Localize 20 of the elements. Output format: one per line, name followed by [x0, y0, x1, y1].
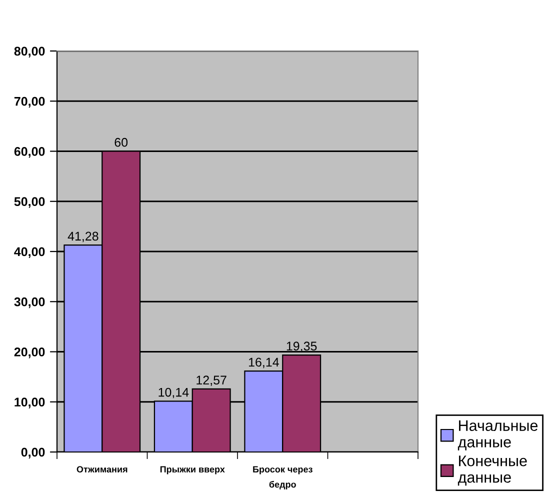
data-label: 16,14: [248, 358, 279, 368]
data-label: 12,57: [196, 376, 226, 386]
x-tick-label: Отжимания: [76, 466, 128, 473]
y-tick-label: 70,00: [14, 96, 45, 108]
y-tick-label: 80,00: [14, 46, 45, 58]
data-label: 19,35: [286, 342, 317, 352]
legend-label: Начальные данные: [458, 420, 538, 450]
data-label: 60: [114, 138, 128, 147]
x-tick-label: Прыжки вверх: [160, 466, 225, 474]
y-tick-label: 30,00: [14, 297, 45, 308]
y-tick-label: 50,00: [14, 197, 45, 208]
y-tick-label: 0,00: [21, 448, 45, 458]
y-tick-label: 20,00: [14, 348, 45, 358]
y-tick-label: 60,00: [14, 147, 45, 158]
x-tick-label: Бросок через бедро: [253, 466, 312, 490]
data-label: 41,28: [68, 232, 98, 242]
legend-label: Конечные данные: [458, 456, 527, 486]
y-tick-label: 10,00: [14, 398, 45, 408]
y-tick-label: 40,00: [14, 247, 45, 258]
data-label: 10,14: [158, 388, 189, 398]
